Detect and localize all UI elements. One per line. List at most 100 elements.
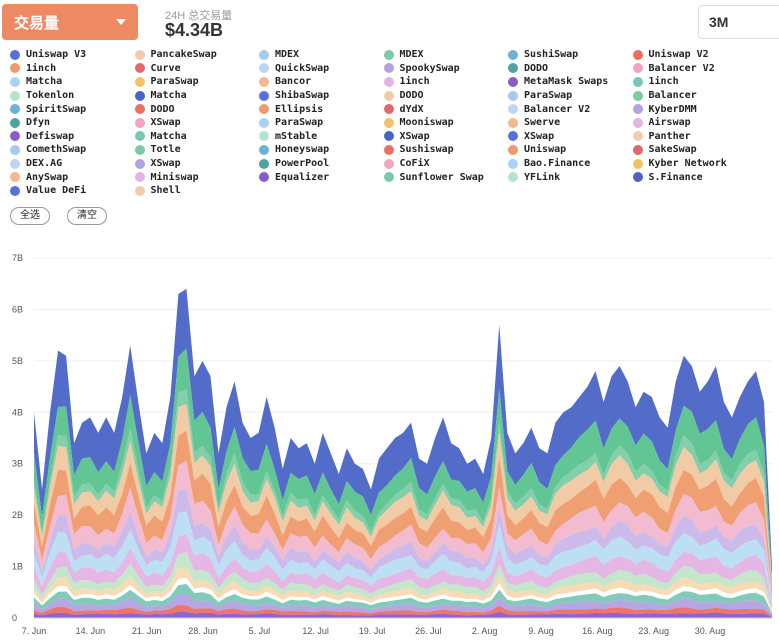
legend-item[interactable]: KyberDMM bbox=[632, 102, 758, 116]
legend-dot-icon bbox=[134, 90, 145, 101]
legend-item[interactable]: Uniswap V3 bbox=[10, 48, 135, 62]
legend-item[interactable]: AnySwap bbox=[10, 170, 135, 184]
legend-label: ParaSwap bbox=[524, 90, 573, 102]
legend-item[interactable]: S.Finance bbox=[632, 170, 758, 184]
legend-item[interactable]: Dfyn bbox=[10, 116, 135, 130]
legend-dot-icon bbox=[259, 104, 269, 115]
legend-item[interactable]: Swerve bbox=[508, 116, 633, 130]
legend-item[interactable]: ShibaSwap bbox=[259, 89, 384, 103]
legend-item[interactable]: PowerPool bbox=[259, 157, 384, 171]
legend-dot-icon bbox=[632, 172, 643, 183]
stat-label: 24H 总交易量 bbox=[165, 10, 233, 22]
legend-dot-icon bbox=[508, 104, 518, 115]
legend-item[interactable]: SpiritSwap bbox=[10, 102, 135, 116]
legend-item[interactable]: ParaSwap bbox=[259, 116, 384, 130]
legend-item[interactable]: Honeyswap bbox=[259, 143, 384, 157]
legend-item[interactable]: MDEX bbox=[259, 48, 384, 62]
legend-item[interactable]: QuickSwap bbox=[259, 62, 384, 76]
legend-item[interactable]: XSwap bbox=[134, 157, 260, 171]
legend-item[interactable]: Balancer V2 bbox=[632, 62, 758, 76]
legend-label: ParaSwap bbox=[275, 117, 324, 129]
legend-item[interactable]: 1inch bbox=[383, 75, 509, 89]
legend-dot-icon bbox=[134, 144, 145, 155]
x-tick-label: 26. Jul bbox=[415, 626, 442, 636]
legend-item[interactable]: CoFiX bbox=[383, 157, 509, 171]
legend-item[interactable]: SushiSwap bbox=[508, 48, 633, 62]
legend-dot-icon bbox=[10, 63, 20, 74]
legend-item[interactable]: Sushiswap bbox=[383, 143, 509, 157]
legend-item[interactable]: Matcha bbox=[10, 75, 135, 89]
legend-item[interactable]: 1inch bbox=[10, 62, 135, 76]
legend-item[interactable]: Uniswap V2 bbox=[632, 48, 758, 62]
legend-label: XSwap bbox=[524, 130, 555, 142]
legend-label: YFLink bbox=[524, 171, 561, 183]
legend-dot-icon bbox=[134, 172, 145, 183]
legend-dot-icon bbox=[383, 90, 394, 101]
legend-item[interactable]: SpookySwap bbox=[383, 62, 509, 76]
legend-item[interactable]: ParaSwap bbox=[134, 75, 260, 89]
legend-item[interactable]: Bao.Finance bbox=[508, 157, 633, 171]
legend-item[interactable]: Value DeFi bbox=[10, 184, 135, 198]
x-tick-label: 28. Jun bbox=[188, 626, 218, 636]
legend-label: Matcha bbox=[26, 76, 63, 88]
legend-item[interactable]: Curve bbox=[134, 62, 260, 76]
legend-item[interactable]: Ellipsis bbox=[259, 102, 384, 116]
range-dropdown[interactable]: 3M bbox=[698, 5, 779, 39]
legend-label: Sushiswap bbox=[399, 144, 454, 156]
legend-item[interactable]: DODO bbox=[383, 89, 509, 103]
legend-item[interactable]: Tokenlon bbox=[10, 89, 135, 103]
legend-item[interactable]: 1inch bbox=[632, 75, 758, 89]
legend-label: Swerve bbox=[524, 117, 561, 129]
legend-item[interactable]: mStable bbox=[259, 130, 384, 144]
legend-item[interactable]: ParaSwap bbox=[508, 89, 633, 103]
legend-label: ShibaSwap bbox=[275, 90, 330, 102]
legend-label: QuickSwap bbox=[275, 62, 330, 74]
legend-item[interactable]: DEX.AG bbox=[10, 157, 135, 171]
legend-label: dYdX bbox=[399, 103, 424, 115]
legend-item[interactable]: MDEX bbox=[383, 48, 509, 62]
legend-item[interactable]: DODO bbox=[508, 62, 633, 76]
select-all-button[interactable]: 全选 bbox=[10, 207, 50, 225]
legend-item[interactable]: Matcha bbox=[134, 130, 260, 144]
legend-item[interactable]: YFLink bbox=[508, 170, 633, 184]
legend-dot-icon bbox=[259, 63, 269, 74]
legend-label: Value DeFi bbox=[26, 185, 87, 197]
legend-item[interactable]: SakeSwap bbox=[632, 143, 758, 157]
legend-item[interactable]: Uniswap bbox=[508, 143, 633, 157]
legend-dot-icon bbox=[10, 144, 20, 155]
legend-item[interactable]: Matcha bbox=[134, 89, 260, 103]
legend-item[interactable]: Balancer V2 bbox=[508, 102, 633, 116]
legend-item[interactable]: Equalizer bbox=[259, 170, 384, 184]
legend-item[interactable]: Totle bbox=[134, 143, 260, 157]
legend-item[interactable]: Shell bbox=[134, 184, 260, 198]
legend-item[interactable]: ComethSwap bbox=[10, 143, 135, 157]
legend-item[interactable]: Defiswap bbox=[10, 130, 135, 144]
legend-item[interactable]: XSwap bbox=[383, 130, 509, 144]
legend-item[interactable]: Sunflower Swap bbox=[383, 170, 509, 184]
legend-label: 1inch bbox=[648, 76, 679, 88]
legend-item[interactable]: XSwap bbox=[134, 116, 260, 130]
legend-label: Uniswap bbox=[524, 144, 567, 156]
legend-dot-icon bbox=[508, 158, 518, 169]
metric-dropdown[interactable]: 交易量 bbox=[2, 4, 138, 40]
x-tick-label: 5. Jul bbox=[249, 626, 271, 636]
clear-all-button[interactable]: 清空 bbox=[67, 207, 107, 225]
legend-item[interactable]: dYdX bbox=[383, 102, 509, 116]
legend-label: ComethSwap bbox=[26, 144, 87, 156]
legend-item[interactable]: XSwap bbox=[508, 130, 633, 144]
legend-item[interactable]: MetaMask Swaps bbox=[508, 75, 633, 89]
legend-item[interactable]: PancakeSwap bbox=[134, 48, 260, 62]
legend-item[interactable]: Bancor bbox=[259, 75, 384, 89]
legend-item[interactable]: Miniswap bbox=[134, 170, 260, 184]
legend-item[interactable]: Mooniswap bbox=[383, 116, 509, 130]
legend-item[interactable]: Kyber Network bbox=[632, 157, 758, 171]
legend-item[interactable]: DODO bbox=[134, 102, 260, 116]
area-series bbox=[34, 611, 772, 618]
x-tick-label: 30. Aug bbox=[695, 626, 726, 636]
legend-label: Mooniswap bbox=[399, 117, 454, 129]
legend-label: DODO bbox=[150, 103, 175, 115]
legend-item[interactable]: Balancer bbox=[632, 89, 758, 103]
legend-item[interactable]: Panther bbox=[632, 130, 758, 144]
legend-dot-icon bbox=[383, 104, 394, 115]
legend-item[interactable]: Airswap bbox=[632, 116, 758, 130]
